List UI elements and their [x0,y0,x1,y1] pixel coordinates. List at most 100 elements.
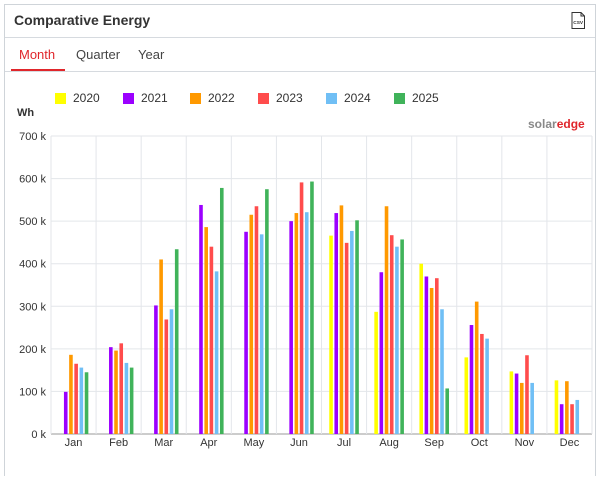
legend-label: 2025 [412,91,439,105]
x-tick-label: Dec [560,437,580,449]
x-tick-label: Sep [424,437,444,449]
bar-2024-mar [169,309,174,434]
legend-swatch [394,93,405,104]
bar-2025-jun [310,181,314,434]
bar-2023-oct [480,333,484,434]
bar-2024-aug [395,246,399,434]
bar-2025-mar [174,249,179,434]
bar-2023-jul [344,242,349,434]
bar-2022-nov [519,382,524,434]
bar-2024-feb [124,362,129,434]
panel-title: Comparative Energy [14,12,151,28]
tab-month[interactable]: Month [19,47,56,62]
legend-swatch [123,93,134,104]
bar-2025-may [265,189,269,434]
x-tick-label: Feb [109,437,128,449]
bar-2021-oct [469,325,474,434]
bar-2023-apr [209,246,214,434]
legend-label: 2023 [276,91,303,105]
bar-2024-jan [79,367,84,434]
bar-2023-sep [435,278,439,434]
x-tick-label: Mar [154,437,173,449]
y-axis-unit-label: Wh [17,107,35,119]
bar-2024-jul [350,230,354,434]
bar-2020-oct [464,357,469,434]
legend-swatch [258,93,269,104]
logo-part-solar: solar [528,117,557,131]
bar-2020-dec [554,380,559,434]
active-tab-indicator [11,69,65,71]
bar-2024-nov [530,382,534,434]
bar-2025-aug [400,239,404,434]
bar-2023-dec [570,404,574,434]
bar-2020-nov [509,371,514,434]
bar-2021-sep [424,276,429,434]
bar-2023-may [254,206,259,434]
bar-2021-nov [514,373,519,434]
bar-2025-feb [129,367,134,434]
legend-label: 2021 [141,91,168,105]
x-tick-label: Oct [471,437,488,449]
bar-2024-dec [575,399,580,434]
bar-2020-jul [329,235,333,434]
bar-2022-jan [69,354,73,434]
bar-2021-mar [154,305,158,434]
tab-year[interactable]: Year [138,47,165,62]
panel-header: Comparative Energy CSV [5,5,595,38]
y-tick-label: 400 k [19,259,46,271]
bar-2021-feb [109,347,113,434]
x-tick-label: Nov [515,437,535,449]
bar-2023-jun [299,182,304,434]
y-tick-label: 700 k [19,131,46,143]
bar-2022-feb [114,350,118,434]
csv-file-icon[interactable]: CSV [571,12,585,29]
bar-2022-may [249,214,254,434]
legend-label: 2022 [208,91,235,105]
bar-2022-aug [384,206,389,434]
y-tick-label: 100 k [19,386,46,398]
bar-2025-jul [355,220,359,434]
y-tick-label: 300 k [19,301,46,313]
bar-2024-oct [485,338,489,434]
bar-2021-may [244,231,248,434]
bar-2024-jun [304,212,309,434]
bar-2022-jun [294,213,299,434]
y-tick-label: 600 k [19,174,46,186]
bar-2023-aug [389,235,394,434]
x-tick-label: May [243,437,264,449]
bar-2025-jan [84,372,89,434]
bar-2022-mar [159,259,163,434]
legend-swatch [326,93,337,104]
bar-2020-aug [374,311,378,434]
bar-2024-apr [214,271,219,434]
logo-part-edge: edge [556,117,585,131]
bar-2023-mar [164,319,169,434]
bar-2022-sep [429,287,434,434]
legend-label: 2020 [73,91,100,105]
bar-2022-oct [474,301,479,434]
legend-swatch [55,93,66,104]
bar-2021-jun [289,221,293,434]
x-tick-label: Jul [337,437,351,449]
x-tick-label: Jun [290,437,308,449]
bar-2021-aug [379,272,384,434]
bar-2023-jan [74,363,78,434]
bar-2025-sep [445,388,450,434]
bar-2023-nov [525,355,529,434]
bar-2021-jan [63,391,68,434]
bar-2025-apr [219,187,224,434]
bar-2022-dec [565,381,569,434]
tab-quarter[interactable]: Quarter [76,47,121,62]
x-tick-label: Jan [65,437,83,449]
svg-text:CSV: CSV [573,20,584,26]
bar-2022-apr [204,227,208,434]
bar-2021-apr [199,204,203,434]
y-tick-label: 500 k [19,216,46,228]
bar-2022-jul [339,205,344,434]
x-tick-label: Aug [379,437,399,449]
y-tick-label: 200 k [19,344,46,356]
legend-label: 2024 [344,91,371,105]
x-tick-label: Apr [200,437,217,449]
solaredge-logo: solaredge [528,117,585,131]
